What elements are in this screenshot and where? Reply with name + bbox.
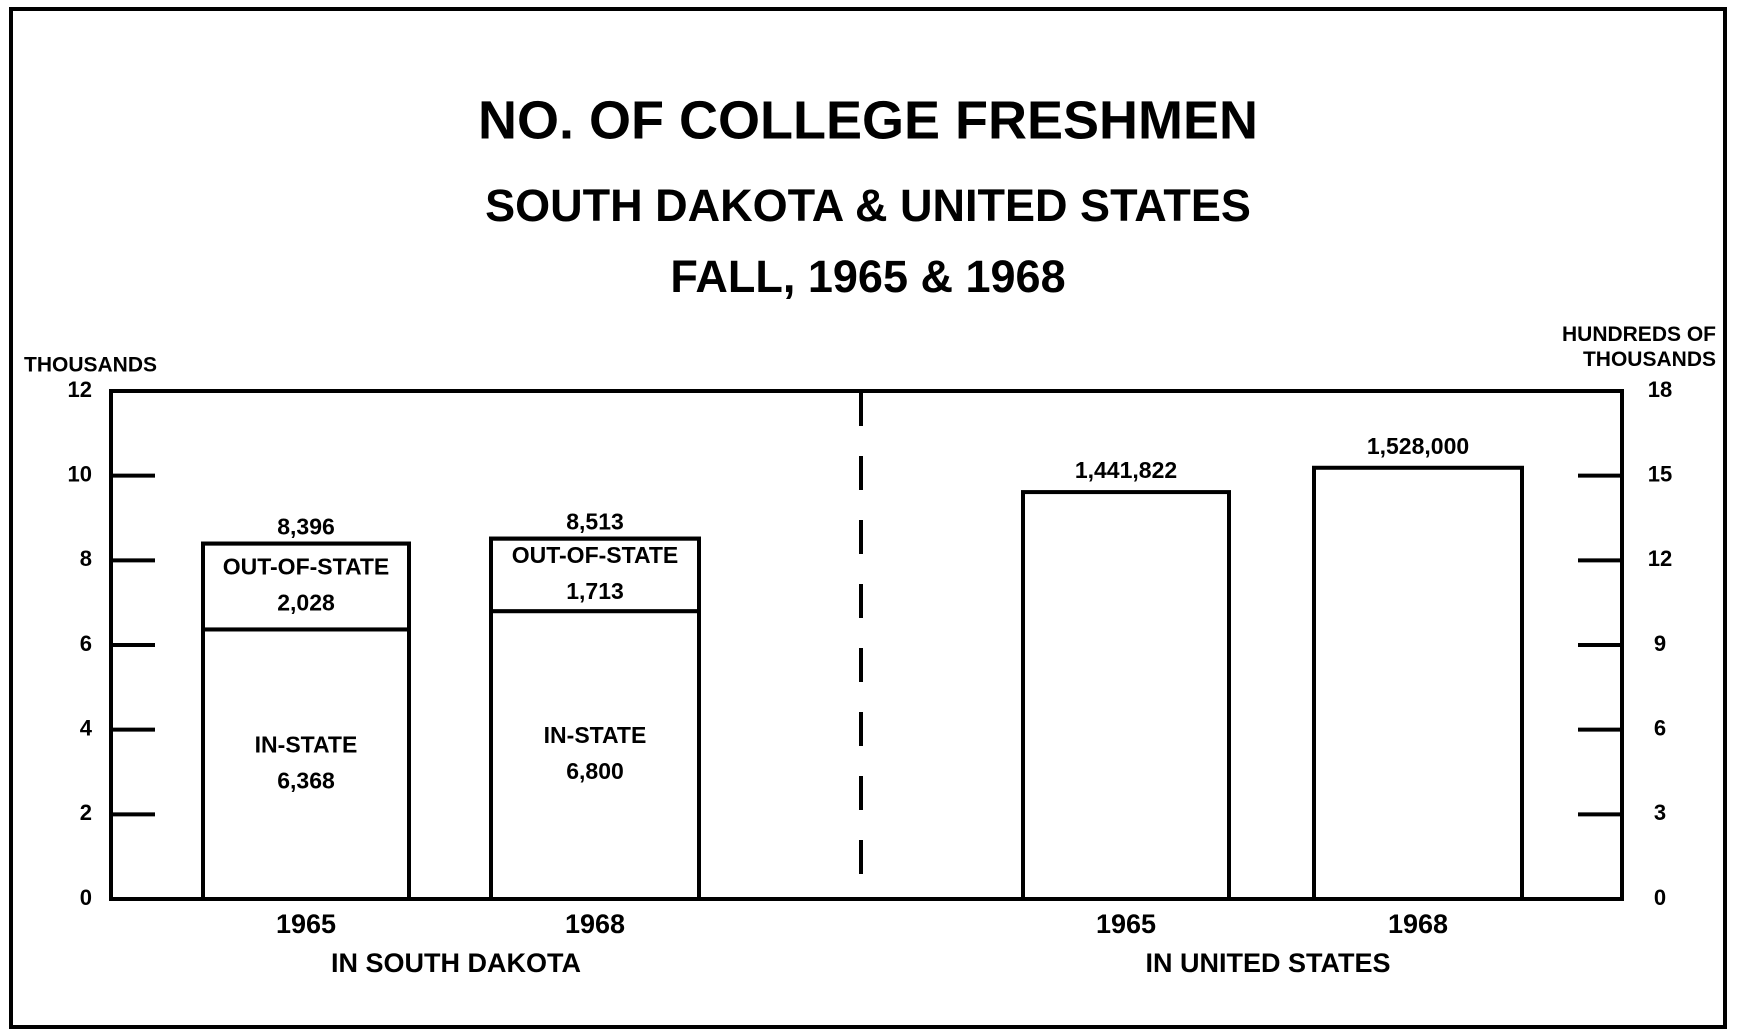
total-label: 8,396 xyxy=(277,514,335,540)
segment-name: IN-STATE xyxy=(255,731,358,757)
segment-name: OUT-OF-STATE xyxy=(223,554,390,580)
bar-outline xyxy=(201,541,411,901)
data-label: 6,800 xyxy=(566,758,624,784)
bar-segment xyxy=(201,627,411,901)
x-group-label: IN UNITED STATES xyxy=(1145,948,1390,978)
bar-segment xyxy=(489,536,701,614)
segment-name: IN-STATE xyxy=(544,722,647,748)
total-label: 8,513 xyxy=(566,509,624,535)
y2-tick-label: 0 xyxy=(1654,885,1666,910)
y-tick-label: 6 xyxy=(80,631,92,656)
x-tick-label: 1965 xyxy=(1096,909,1156,939)
x-tick-label: 1968 xyxy=(1388,909,1448,939)
y2-tick-label: 18 xyxy=(1648,377,1672,402)
y-tick-label: 0 xyxy=(80,885,92,910)
data-label: 1,528,000 xyxy=(1367,433,1469,459)
y2-tick-label: 12 xyxy=(1648,546,1672,571)
data-label: 6,368 xyxy=(277,767,335,793)
bar xyxy=(1312,465,1524,901)
data-label: 1,441,822 xyxy=(1075,457,1177,483)
y-tick-label: 10 xyxy=(68,461,92,486)
data-label: 2,028 xyxy=(277,590,335,616)
x-tick-label: 1968 xyxy=(565,909,625,939)
y-tick-label: 4 xyxy=(80,715,93,740)
chart-title: NO. OF COLLEGE FRESHMEN xyxy=(478,90,1258,150)
bar xyxy=(1021,490,1231,901)
y-axis-label: THOUSANDS xyxy=(24,354,157,377)
y-tick-label: 2 xyxy=(80,800,92,825)
y-tick-label: 12 xyxy=(68,377,92,402)
x-tick-label: 1965 xyxy=(276,909,336,939)
frame xyxy=(9,7,1727,1029)
y2-tick-label: 9 xyxy=(1654,631,1666,656)
data-label: 1,713 xyxy=(566,578,624,604)
y-tick-label: 8 xyxy=(80,546,92,571)
segment-name: OUT-OF-STATE xyxy=(512,542,679,568)
y2-tick-label: 6 xyxy=(1654,715,1666,740)
y2-tick-label: 3 xyxy=(1654,800,1666,825)
x-group-label: IN SOUTH DAKOTA xyxy=(331,948,581,978)
y2-axis-label: HUNDREDS OF THOUSANDS xyxy=(1561,323,1716,371)
bar-segment xyxy=(489,609,701,902)
chart-subtitle: SOUTH DAKOTA & UNITED STATES xyxy=(485,180,1251,231)
bar-outline xyxy=(489,536,701,901)
y2-tick-label: 15 xyxy=(1648,461,1672,486)
chart-subtitle: FALL, 1965 & 1968 xyxy=(670,251,1065,302)
